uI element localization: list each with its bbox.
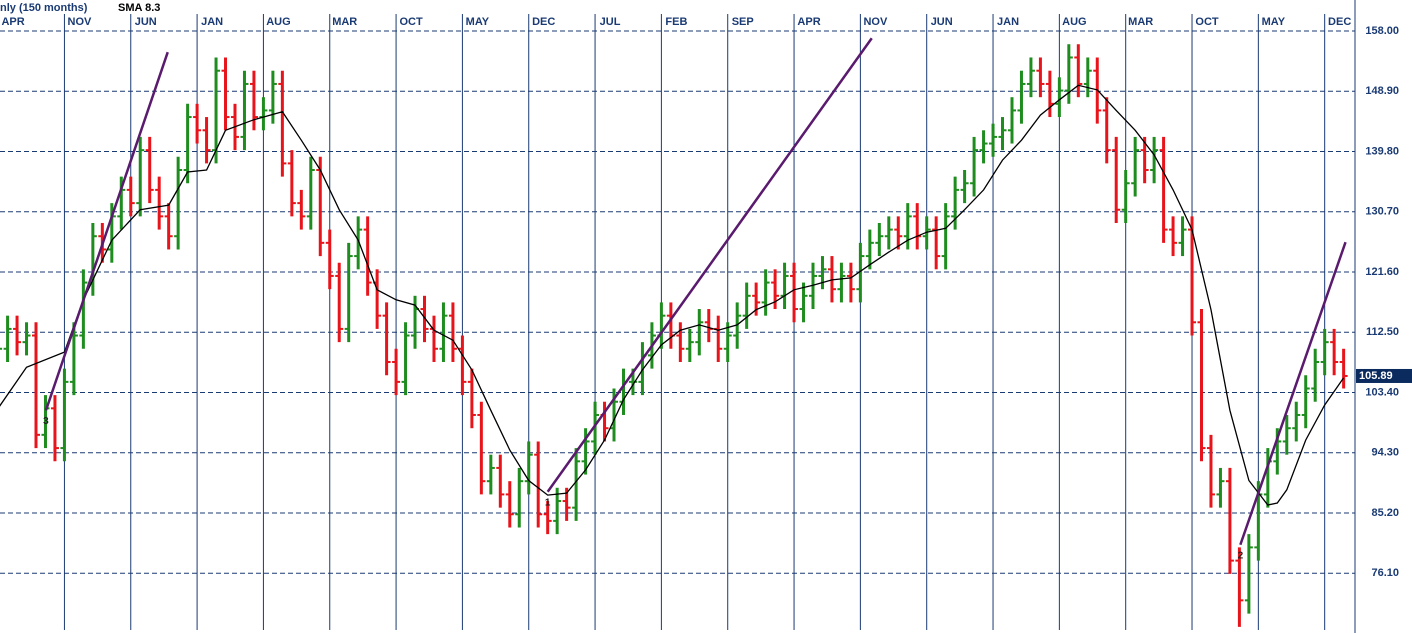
- y-tick-label: 76.10: [1371, 567, 1399, 579]
- x-tick-label: AUG: [266, 16, 290, 28]
- x-tick-label: APR: [1, 16, 24, 28]
- x-tick-label: MAY: [1262, 16, 1286, 28]
- trend-line: [546, 37, 873, 493]
- x-tick-label: MAR: [332, 16, 357, 28]
- x-tick-label: NOV: [68, 16, 93, 28]
- x-tick-label: OCT: [399, 16, 423, 28]
- y-tick-label: 130.70: [1365, 206, 1399, 218]
- y-tick-label: 158.00: [1365, 25, 1399, 37]
- x-tick-label: SEP: [732, 16, 754, 28]
- trend-label: 1: [545, 497, 551, 508]
- x-tick-label: JUN: [135, 16, 157, 28]
- sma-line: [0, 84, 1345, 506]
- x-tick-label: MAR: [1128, 16, 1153, 28]
- trend-label: 3: [43, 416, 49, 427]
- x-tick-label: NOV: [863, 16, 888, 28]
- y-tick-label: 103.40: [1365, 386, 1399, 398]
- legend-entry: SMA 8.3: [118, 2, 160, 14]
- trend-label: 2: [1238, 550, 1244, 561]
- x-tick-label: JUL: [600, 16, 621, 28]
- x-tick-label: AUG: [1062, 16, 1086, 28]
- y-tick-label: 94.30: [1371, 447, 1399, 459]
- trend-line: [44, 51, 169, 411]
- y-tick-label: 139.80: [1365, 145, 1399, 157]
- x-tick-label: DEC: [532, 16, 555, 28]
- y-tick-label: 121.60: [1365, 266, 1399, 278]
- x-tick-label: MAY: [466, 16, 490, 28]
- x-tick-label: JAN: [201, 16, 223, 28]
- trend-line: [1239, 241, 1347, 546]
- x-tick-label: APR: [797, 16, 820, 28]
- y-tick-label: 112.50: [1366, 326, 1399, 338]
- x-tick-label: JAN: [997, 16, 1019, 28]
- last-price-label: 105.89: [1359, 370, 1393, 382]
- x-tick-label: DEC: [1328, 16, 1351, 28]
- x-tick-label: OCT: [1195, 16, 1219, 28]
- x-tick-label: FEB: [665, 16, 687, 28]
- y-tick-label: 148.90: [1365, 85, 1399, 97]
- x-tick-label: JUN: [931, 16, 953, 28]
- last-price-box: [1356, 368, 1412, 383]
- chart-title: nly (150 months): [0, 2, 88, 14]
- y-tick-label: 85.20: [1371, 507, 1399, 519]
